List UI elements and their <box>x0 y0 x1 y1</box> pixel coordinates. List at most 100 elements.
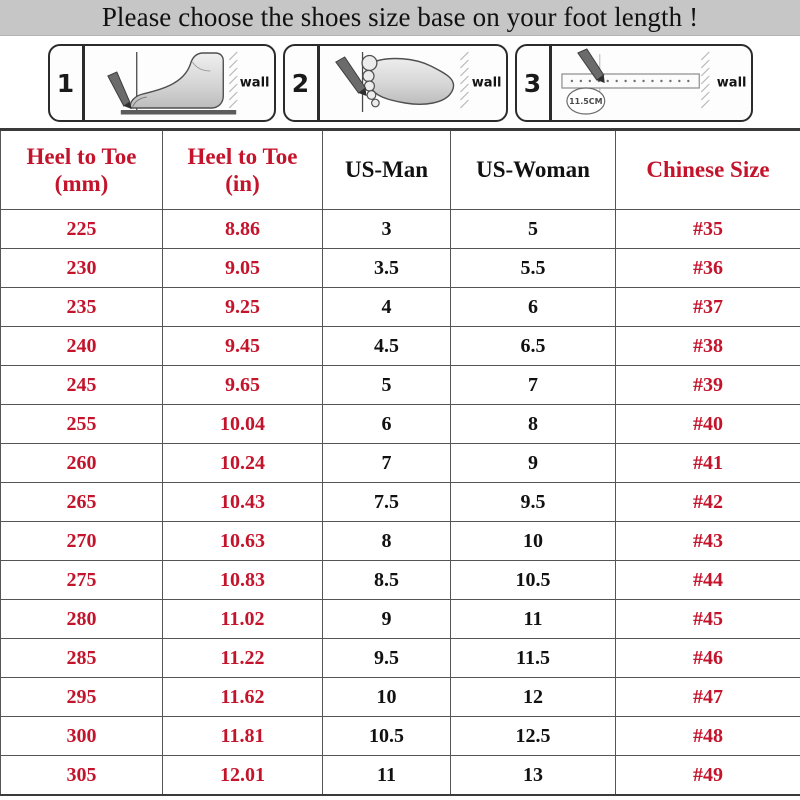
column-header-0: Heel to Toe (mm) <box>0 128 163 210</box>
table-cell: 5.5 <box>450 248 616 288</box>
table-row: 305 12.01 11 13 #49 <box>0 755 800 796</box>
table-cell: 8 <box>322 521 451 561</box>
table-cell: 260 <box>0 443 163 483</box>
table-row: 300 11.81 10.5 12.5 #48 <box>0 716 800 756</box>
table-cell: 9 <box>450 443 616 483</box>
column-header-line2: (mm) <box>54 171 109 196</box>
panel-step-number: 2 <box>285 46 319 120</box>
table-cell: 275 <box>0 560 163 600</box>
column-header-line1: US-Man <box>344 157 429 183</box>
table-cell: 12 <box>450 677 616 717</box>
column-header-line1: US-Woman <box>476 157 590 183</box>
table-cell: #46 <box>615 638 800 678</box>
column-header-line2: (in) <box>225 171 260 196</box>
table-cell: 11.5 <box>450 638 616 678</box>
table-cell: 10 <box>450 521 616 561</box>
table-cell: 10.83 <box>162 560 323 600</box>
table-cell: 10.04 <box>162 404 323 444</box>
table-cell: 9.05 <box>162 248 323 288</box>
table-cell: #43 <box>615 521 800 561</box>
table-cell: 9.5 <box>450 482 616 522</box>
table-cell: 3 <box>322 209 451 249</box>
ruler-measurement-label: 11.5CM <box>569 97 602 106</box>
table-cell: 285 <box>0 638 163 678</box>
table-cell: 280 <box>0 599 163 639</box>
table-cell: 5 <box>322 365 451 405</box>
table-cell: #36 <box>615 248 800 288</box>
table-cell: 245 <box>0 365 163 405</box>
table-cell: 265 <box>0 482 163 522</box>
table-cell: #45 <box>615 599 800 639</box>
table-row: 260 10.24 7 9 #41 <box>0 443 800 483</box>
table-row: 265 10.43 7.5 9.5 #42 <box>0 482 800 522</box>
table-row: 295 11.62 10 12 #47 <box>0 677 800 717</box>
table-cell: 240 <box>0 326 163 366</box>
table-cell: 11.62 <box>162 677 323 717</box>
table-cell: 9.65 <box>162 365 323 405</box>
table-row: 230 9.05 3.5 5.5 #36 <box>0 248 800 288</box>
table-cell: 6 <box>322 404 451 444</box>
table-cell: #39 <box>615 365 800 405</box>
table-cell: #42 <box>615 482 800 522</box>
table-row: 280 11.02 9 11 #45 <box>0 599 800 639</box>
table-body: 225 8.86 3 5 #35 230 9.05 3.5 5.5 #36 235 9.25 4 6 #37… <box>0 209 800 796</box>
table-header: Heel to Toe (mm) Heel to Toe (in) US-Man US-W… <box>0 128 800 210</box>
table-cell: 10 <box>322 677 451 717</box>
shoe-size-table: Heel to Toe (mm) Heel to Toe (in) US-Man US-W… <box>0 128 800 796</box>
column-header-3: US-Woman <box>450 128 616 210</box>
page-title-bar: Please choose the shoes size base on you… <box>0 0 800 36</box>
table-cell: #44 <box>615 560 800 600</box>
column-header-1: Heel to Toe (in) <box>162 128 323 210</box>
table-header-row: Heel to Toe (mm) Heel to Toe (in) US-Man US-W… <box>0 128 800 210</box>
table-cell: 4.5 <box>322 326 451 366</box>
column-header-line1: Heel to Toe <box>187 143 298 169</box>
table-cell: 13 <box>450 755 616 796</box>
panel-step-number: 3 <box>517 46 551 120</box>
column-header-line1: Heel to Toe <box>26 143 137 169</box>
instruction-panel-1: 1 <box>47 44 276 122</box>
table-cell: 270 <box>0 521 163 561</box>
table-cell: 10.5 <box>322 716 451 756</box>
table-cell: 225 <box>0 209 163 249</box>
table-row: 285 11.22 9.5 11.5 #46 <box>0 638 800 678</box>
table-cell: 255 <box>0 404 163 444</box>
table-row: 275 10.83 8.5 10.5 #44 <box>0 560 800 600</box>
table-cell: 305 <box>0 755 163 796</box>
table-cell: 10.24 <box>162 443 323 483</box>
table-cell: 11.02 <box>162 599 323 639</box>
table-cell: 9.25 <box>162 287 323 327</box>
table-cell: 8.5 <box>322 560 451 600</box>
table-cell: 3.5 <box>322 248 451 288</box>
table-row: 225 8.86 3 5 #35 <box>0 209 800 249</box>
table-cell: 9.5 <box>322 638 451 678</box>
foot-top-view-icon: wall <box>318 46 506 120</box>
table-cell: 11.22 <box>162 638 323 678</box>
table-cell: 300 <box>0 716 163 756</box>
table-cell: 295 <box>0 677 163 717</box>
table-cell: 235 <box>0 287 163 327</box>
instruction-panels: 1 <box>0 36 800 128</box>
panel-step-number: 1 <box>50 46 84 120</box>
table-row: 240 9.45 4.5 6.5 #38 <box>0 326 800 366</box>
table-cell: #48 <box>615 716 800 756</box>
table-cell: 11.81 <box>162 716 323 756</box>
table-cell: #47 <box>615 677 800 717</box>
instruction-panel-3: 3 <box>514 44 753 122</box>
table-row: 235 9.25 4 6 #37 <box>0 287 800 327</box>
column-header-4: Chinese Size <box>615 128 800 210</box>
table-row: 255 10.04 6 8 #40 <box>0 404 800 444</box>
ruler-measure-icon: 11.5CM wall <box>550 46 751 120</box>
table-cell: 5 <box>450 209 616 249</box>
foot-side-view-icon: wall <box>83 46 274 120</box>
table-cell: #37 <box>615 287 800 327</box>
table-cell: 8 <box>450 404 616 444</box>
column-header-2: US-Man <box>322 128 451 210</box>
table-cell: 230 <box>0 248 163 288</box>
table-row: 245 9.65 5 7 #39 <box>0 365 800 405</box>
table-row: 270 10.63 8 10 #43 <box>0 521 800 561</box>
table-cell: 12.5 <box>450 716 616 756</box>
table-cell: #35 <box>615 209 800 249</box>
table-cell: 9 <box>322 599 451 639</box>
table-cell: 7 <box>322 443 451 483</box>
page-title: Please choose the shoes size base on you… <box>101 2 699 32</box>
